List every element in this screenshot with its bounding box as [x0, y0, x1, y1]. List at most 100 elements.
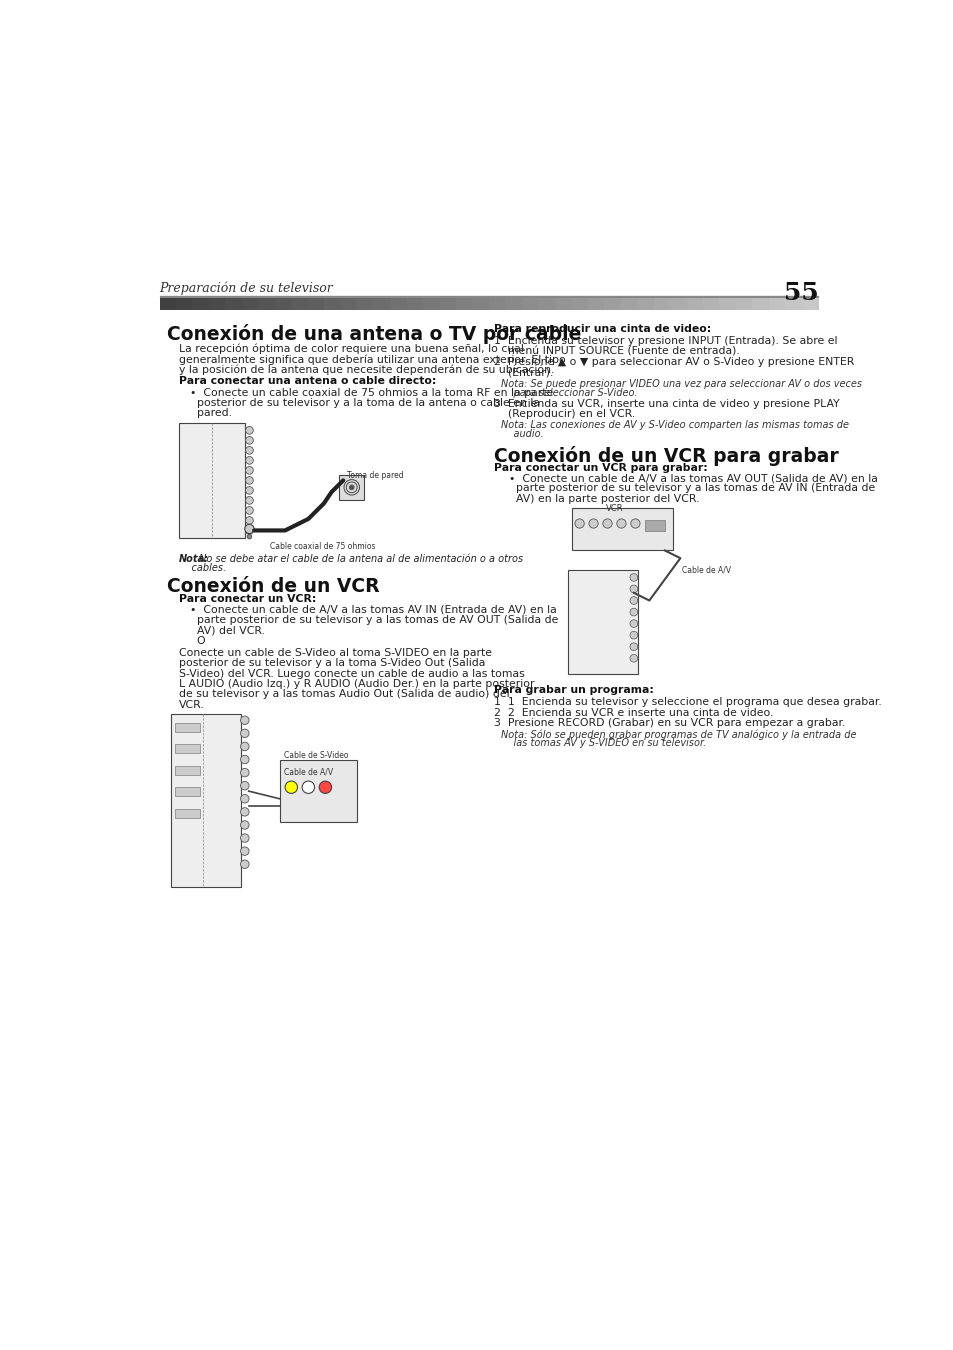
Bar	[258, 297, 275, 310]
Circle shape	[602, 518, 612, 528]
Circle shape	[302, 782, 314, 794]
Text: Toma de pared: Toma de pared	[347, 471, 403, 481]
Text: Cable de S-Video: Cable de S-Video	[283, 751, 348, 760]
Text: La recepción óptima de color requiere una buena señal, lo cual: La recepción óptima de color requiere un…	[179, 344, 523, 354]
Text: •  Conecte un cable de A/V a las tomas AV OUT (Salida de AV) en la: • Conecte un cable de A/V a las tomas AV…	[501, 472, 877, 483]
Text: Para grabar un programa:: Para grabar un programa:	[494, 686, 654, 695]
Text: VCR: VCR	[605, 505, 622, 513]
Circle shape	[240, 716, 249, 725]
Text: 2  2  Encienda su VCR e inserte una cinta de video.: 2 2 Encienda su VCR e inserte una cinta …	[494, 707, 773, 718]
Bar	[242, 297, 259, 310]
Circle shape	[319, 782, 332, 794]
Text: Conecte un cable de S-Video al toma S-VIDEO en la parte: Conecte un cable de S-Video al toma S-VI…	[179, 648, 492, 657]
Text: (Entrar).: (Entrar).	[494, 367, 553, 378]
Text: (Reproducir) en el VCR.: (Reproducir) en el VCR.	[494, 409, 635, 418]
Bar	[719, 297, 736, 310]
Text: VCR.: VCR.	[179, 699, 205, 710]
Bar	[291, 297, 308, 310]
Bar	[567, 570, 637, 674]
Circle shape	[245, 526, 253, 535]
Circle shape	[629, 597, 637, 605]
Bar	[768, 297, 785, 310]
Bar	[339, 475, 364, 500]
Circle shape	[629, 632, 637, 639]
Bar	[669, 297, 686, 310]
Text: 1  1  Encienda su televisor y seleccione el programa que desea grabar.: 1 1 Encienda su televisor y seleccione e…	[494, 697, 882, 707]
Text: Nota: Se puede presionar VIDEO una vez para seleccionar AV o dos veces: Nota: Se puede presionar VIDEO una vez p…	[500, 379, 861, 389]
Bar	[159, 297, 176, 310]
Bar	[439, 297, 456, 310]
Text: generalmente significa que debería utilizar una antena exterior. El tipo: generalmente significa que debería utili…	[179, 354, 565, 364]
Text: Cable de A/V: Cable de A/V	[283, 768, 333, 778]
Text: cables.: cables.	[179, 563, 226, 574]
Text: Cable coaxial de 75 ohmios: Cable coaxial de 75 ohmios	[270, 541, 375, 551]
Circle shape	[245, 517, 253, 524]
Circle shape	[588, 518, 598, 528]
Text: 1  Encienda su televisor y presione INPUT (Entrada). Se abre el: 1 Encienda su televisor y presione INPUT…	[494, 336, 837, 346]
Text: 2  Presione ▲ o ▼ para seleccionar AV o S-Video y presione ENTER: 2 Presione ▲ o ▼ para seleccionar AV o S…	[494, 358, 854, 367]
Bar	[356, 297, 374, 310]
Text: 3  Presione RECORD (Grabar) en su VCR para empezar a grabar.: 3 Presione RECORD (Grabar) en su VCR par…	[494, 718, 845, 728]
Circle shape	[629, 643, 637, 651]
Circle shape	[245, 524, 253, 533]
Circle shape	[240, 768, 249, 776]
Bar	[555, 297, 572, 310]
Bar	[340, 297, 357, 310]
Text: Nota:: Nota:	[179, 554, 209, 563]
Bar	[456, 297, 473, 310]
Circle shape	[245, 486, 253, 494]
Circle shape	[240, 795, 249, 803]
Bar	[374, 297, 391, 310]
Text: las tomas AV y S-VIDEO en su televisor.: las tomas AV y S-VIDEO en su televisor.	[500, 738, 705, 748]
Bar	[179, 423, 245, 539]
Bar	[174, 744, 199, 753]
Circle shape	[245, 497, 253, 505]
Bar	[176, 297, 193, 310]
Circle shape	[629, 655, 637, 662]
Text: posterior de su televisor y a la toma S-Video Out (Salida: posterior de su televisor y a la toma S-…	[179, 659, 485, 668]
Bar	[174, 809, 199, 818]
Bar	[193, 297, 210, 310]
Text: S-Video) del VCR. Luego conecte un cable de audio a las tomas: S-Video) del VCR. Luego conecte un cable…	[179, 668, 524, 679]
Bar	[209, 297, 226, 310]
Circle shape	[240, 782, 249, 790]
Bar	[174, 765, 199, 775]
Circle shape	[240, 755, 249, 764]
Bar	[324, 297, 341, 310]
Bar	[308, 297, 325, 310]
Text: Preparación de su televisor: Preparación de su televisor	[159, 281, 333, 294]
Text: No se debe atar el cable de la antena al de alimentación o a otros: No se debe atar el cable de la antena al…	[195, 554, 522, 563]
Circle shape	[240, 729, 249, 737]
Circle shape	[240, 834, 249, 842]
Text: AV) del VCR.: AV) del VCR.	[183, 625, 265, 636]
Text: Conexión de un VCR: Conexión de un VCR	[167, 578, 379, 597]
Text: Nota: Sólo se pueden grabar programas de TV analógico y la entrada de: Nota: Sólo se pueden grabar programas de…	[500, 729, 855, 740]
Text: Nota: Las conexiones de AV y S-Video comparten las mismas tomas de: Nota: Las conexiones de AV y S-Video com…	[500, 420, 847, 431]
Circle shape	[245, 506, 253, 514]
Text: L AUDIO (Audio Izq.) y R AUDIO (Audio Der.) en la parte posterior: L AUDIO (Audio Izq.) y R AUDIO (Audio De…	[179, 679, 534, 688]
Text: •  Conecte un cable coaxial de 75 ohmios a la toma RF en la parte: • Conecte un cable coaxial de 75 ohmios …	[183, 387, 553, 398]
Bar	[390, 297, 407, 310]
Circle shape	[247, 535, 252, 539]
Bar	[174, 722, 199, 732]
Text: •  Conecte un cable de A/V a las tomas AV IN (Entrada de AV) en la: • Conecte un cable de A/V a las tomas AV…	[183, 605, 556, 614]
Circle shape	[245, 456, 253, 464]
Text: menú INPUT SOURCE (Fuente de entrada).: menú INPUT SOURCE (Fuente de entrada).	[494, 346, 740, 356]
Circle shape	[245, 447, 253, 454]
Circle shape	[285, 782, 297, 794]
Bar	[406, 297, 423, 310]
Bar	[537, 297, 555, 310]
Bar	[587, 297, 604, 310]
Circle shape	[240, 860, 249, 868]
Circle shape	[245, 477, 253, 485]
Text: Cable de A/V: Cable de A/V	[681, 566, 730, 575]
Circle shape	[240, 821, 249, 829]
Bar	[752, 297, 769, 310]
Circle shape	[629, 574, 637, 582]
Bar	[174, 787, 199, 796]
Text: Para conectar un VCR:: Para conectar un VCR:	[179, 594, 316, 605]
Bar	[274, 297, 292, 310]
Text: para seleccionar S-Video.: para seleccionar S-Video.	[500, 387, 637, 398]
Text: de su televisor y a las tomas Audio Out (Salida de audio) del: de su televisor y a las tomas Audio Out …	[179, 690, 509, 699]
Bar	[279, 760, 356, 822]
